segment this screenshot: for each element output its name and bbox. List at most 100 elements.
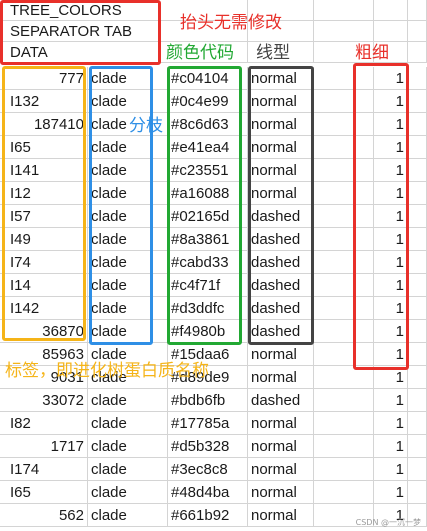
empty-cell[interactable] xyxy=(314,366,374,389)
color-cell[interactable]: #8a3861 xyxy=(168,228,248,251)
empty-cell[interactable] xyxy=(314,251,374,274)
empty-cell[interactable] xyxy=(408,389,427,412)
label-cell[interactable]: I49 xyxy=(0,228,88,251)
empty-cell[interactable] xyxy=(408,90,427,113)
style-cell[interactable]: normal xyxy=(248,366,314,389)
color-cell[interactable]: #d3ddfc xyxy=(168,297,248,320)
color-cell[interactable]: #3ec8c8 xyxy=(168,458,248,481)
empty-cell[interactable] xyxy=(314,320,374,343)
empty-cell[interactable] xyxy=(314,504,374,527)
empty-cell[interactable] xyxy=(408,228,427,251)
empty-cell[interactable] xyxy=(374,42,408,63)
style-cell[interactable]: normal xyxy=(248,412,314,435)
label-cell[interactable]: I14 xyxy=(0,274,88,297)
color-cell[interactable]: #661b92 xyxy=(168,504,248,527)
type-cell[interactable]: clade xyxy=(88,481,168,504)
type-cell[interactable]: clade xyxy=(88,366,168,389)
empty-cell[interactable] xyxy=(314,343,374,366)
empty-cell[interactable] xyxy=(314,205,374,228)
type-cell[interactable]: clade xyxy=(88,412,168,435)
empty-cell[interactable] xyxy=(314,182,374,205)
empty-cell[interactable] xyxy=(408,0,427,21)
empty-cell[interactable] xyxy=(408,21,427,42)
width-cell[interactable]: 1 xyxy=(352,389,408,412)
width-cell[interactable]: 1 xyxy=(352,435,408,458)
label-cell[interactable]: I142 xyxy=(0,297,88,320)
empty-cell[interactable] xyxy=(408,297,427,320)
type-cell[interactable]: clade xyxy=(88,504,168,527)
style-cell[interactable]: normal xyxy=(248,458,314,481)
empty-cell[interactable] xyxy=(314,42,374,63)
empty-cell[interactable] xyxy=(168,21,248,42)
empty-cell[interactable] xyxy=(408,136,427,159)
empty-cell[interactable] xyxy=(408,159,427,182)
empty-cell[interactable] xyxy=(314,0,374,21)
color-cell[interactable]: #02165d xyxy=(168,205,248,228)
color-cell[interactable]: #c04104 xyxy=(168,67,248,90)
empty-cell[interactable] xyxy=(374,21,408,42)
label-cell[interactable]: 9031 xyxy=(0,366,88,389)
color-cell[interactable]: #a16088 xyxy=(168,182,248,205)
empty-cell[interactable] xyxy=(248,42,314,63)
label-cell[interactable]: 36870 xyxy=(0,320,88,343)
label-cell[interactable]: I82 xyxy=(0,412,88,435)
color-cell[interactable]: #c4f71f xyxy=(168,274,248,297)
width-cell[interactable]: 1 xyxy=(352,504,408,527)
empty-cell[interactable] xyxy=(314,113,374,136)
header-cell[interactable]: SEPARATOR TAB xyxy=(0,21,168,42)
empty-cell[interactable] xyxy=(408,366,427,389)
color-cell[interactable]: #bdb6fb xyxy=(168,389,248,412)
label-cell[interactable]: 1717 xyxy=(0,435,88,458)
label-cell[interactable]: I65 xyxy=(0,136,88,159)
empty-cell[interactable] xyxy=(314,481,374,504)
color-cell[interactable]: #15daa6 xyxy=(168,343,248,366)
label-cell[interactable]: I12 xyxy=(0,182,88,205)
empty-cell[interactable] xyxy=(408,182,427,205)
type-cell[interactable]: clade xyxy=(88,435,168,458)
color-cell[interactable]: #d89de9 xyxy=(168,366,248,389)
empty-cell[interactable] xyxy=(408,113,427,136)
color-cell[interactable]: #cabd33 xyxy=(168,251,248,274)
empty-cell[interactable] xyxy=(168,42,248,63)
color-cell[interactable]: #8c6d63 xyxy=(168,113,248,136)
width-cell[interactable]: 1 xyxy=(352,412,408,435)
label-cell[interactable]: 85963 xyxy=(0,343,88,366)
empty-cell[interactable] xyxy=(408,458,427,481)
empty-cell[interactable] xyxy=(408,67,427,90)
color-cell[interactable]: #48d4ba xyxy=(168,481,248,504)
empty-cell[interactable] xyxy=(374,0,408,21)
empty-cell[interactable] xyxy=(248,0,314,21)
empty-cell[interactable] xyxy=(408,274,427,297)
empty-cell[interactable] xyxy=(408,205,427,228)
color-cell[interactable]: #d5b328 xyxy=(168,435,248,458)
empty-cell[interactable] xyxy=(314,90,374,113)
empty-cell[interactable] xyxy=(314,228,374,251)
width-cell[interactable]: 1 xyxy=(352,366,408,389)
style-cell[interactable]: normal xyxy=(248,343,314,366)
label-cell[interactable]: I132 xyxy=(0,90,88,113)
label-cell[interactable]: 33072 xyxy=(0,389,88,412)
color-cell[interactable]: #c23551 xyxy=(168,159,248,182)
style-cell[interactable]: dashed xyxy=(248,389,314,412)
empty-cell[interactable] xyxy=(408,343,427,366)
style-cell[interactable]: normal xyxy=(248,435,314,458)
empty-cell[interactable] xyxy=(168,0,248,21)
empty-cell[interactable] xyxy=(314,389,374,412)
label-cell[interactable]: 562 xyxy=(0,504,88,527)
label-cell[interactable]: I65 xyxy=(0,481,88,504)
type-cell[interactable]: clade xyxy=(88,389,168,412)
empty-cell[interactable] xyxy=(314,412,374,435)
label-cell[interactable]: I74 xyxy=(0,251,88,274)
style-cell[interactable]: normal xyxy=(248,504,314,527)
empty-cell[interactable] xyxy=(314,274,374,297)
empty-cell[interactable] xyxy=(408,435,427,458)
type-cell[interactable]: clade xyxy=(88,343,168,366)
header-cell[interactable]: TREE_COLORS xyxy=(0,0,168,21)
empty-cell[interactable] xyxy=(314,297,374,320)
label-cell[interactable]: 777 xyxy=(0,67,88,90)
color-cell[interactable]: #e41ea4 xyxy=(168,136,248,159)
empty-cell[interactable] xyxy=(314,458,374,481)
color-cell[interactable]: #0c4e99 xyxy=(168,90,248,113)
empty-cell[interactable] xyxy=(408,412,427,435)
label-cell[interactable]: I174 xyxy=(0,458,88,481)
